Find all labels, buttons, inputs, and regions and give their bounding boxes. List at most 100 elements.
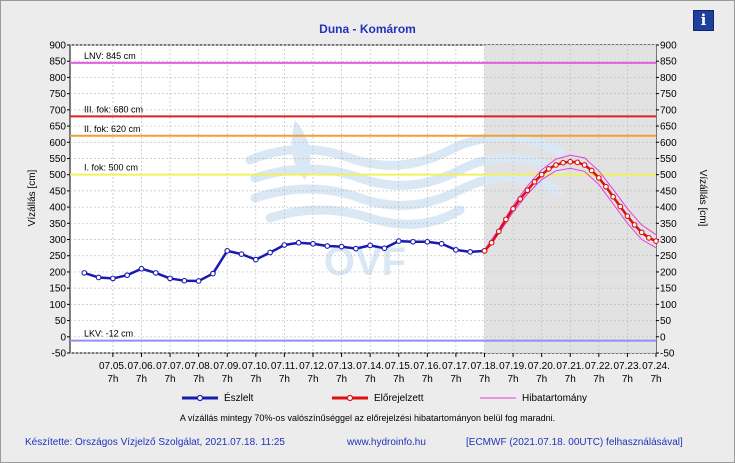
observed-point-14	[281, 242, 288, 248]
y-tick-right-350: 350	[660, 219, 677, 230]
forecast-point-16	[595, 175, 602, 181]
probability-note: A vízállás mintegy 70%-os valószínűségge…	[179, 413, 556, 423]
y-tick-left-450: 450	[49, 186, 66, 197]
x-tick-hour-16: 7h	[565, 374, 576, 385]
x-tick-hour-12: 7h	[450, 374, 461, 385]
uncertainty-band	[484, 154, 657, 253]
observed-point-24	[424, 238, 431, 245]
forecast-point-15	[588, 167, 595, 174]
y-axis-right: -50 0 50 100 150 200 250 300 350 400 450 500 550 600 6…	[656, 41, 677, 360]
x-tick-hour-9: 7h	[365, 374, 376, 385]
forecast-point-5	[517, 196, 524, 202]
x-tick-date-15: 07.20.	[528, 361, 556, 372]
legend-swatch-forecast	[332, 394, 368, 402]
y-tick-right-150: 150	[660, 284, 677, 295]
x-tick-hour-13: 7h	[479, 374, 490, 385]
forecast-point-21	[631, 222, 638, 228]
observed-point-16	[310, 240, 316, 247]
x-tick-date-0: 07.05.	[99, 361, 127, 372]
x-tick-date-6: 07.11.	[271, 361, 298, 372]
forecast-point-3	[503, 216, 509, 223]
forecast-point-2	[495, 228, 502, 235]
ref-label-3: I. fok: 500 cm	[84, 163, 138, 173]
y-tick-left-200: 200	[49, 267, 66, 278]
x-tick-hour-19: 7h	[650, 374, 661, 385]
ref-label-1: III. fok: 680 cm	[84, 104, 143, 114]
x-tick-hour-10: 7h	[393, 374, 404, 385]
observed-point-8	[195, 278, 202, 284]
x-axis: 07.05. 7h 07.06. 7h 07.07. 7h 07.08. 7h 07.09. 7h…	[99, 353, 670, 385]
footer-site-link[interactable]: www.hydroinfo.hu	[347, 437, 426, 448]
observed-point-26	[453, 247, 459, 253]
x-tick-hour-18: 7h	[622, 374, 633, 385]
x-tick-date-7: 07.12.	[299, 361, 327, 372]
observed-point-21	[381, 245, 388, 252]
observed-point-22	[395, 238, 402, 244]
series-observed	[81, 238, 488, 284]
legend-swatch-range	[480, 397, 516, 399]
observed-point-5	[152, 270, 159, 276]
observed-point-12	[252, 256, 259, 263]
y-tick-left-400: 400	[49, 203, 66, 214]
y-tick-right-750: 750	[660, 89, 677, 100]
y-tick-left-100: 100	[49, 300, 66, 311]
forecast-point-17	[603, 183, 609, 190]
y-tick-left-900: 900	[49, 41, 66, 52]
x-tick-date-13: 07.18.	[471, 361, 499, 372]
y-tick-left-300: 300	[49, 235, 66, 246]
watermark-wave-3	[250, 173, 565, 210]
y-tick-right-650: 650	[660, 122, 677, 133]
y-tick-right-250: 250	[660, 251, 677, 262]
y-tick-left-850: 850	[49, 57, 66, 68]
x-tick-date-5: 07.10.	[242, 361, 270, 372]
x-tick-hour-2: 7h	[164, 374, 175, 385]
y-tick-right-900: 900	[660, 41, 677, 52]
observed-point-13	[267, 249, 273, 256]
forecast-point-19	[617, 203, 624, 210]
y-tick-left-50: 50	[55, 316, 67, 327]
x-tick-date-2: 07.07.	[156, 361, 184, 372]
y-tick-right-800: 800	[660, 73, 677, 84]
observed-point-19	[353, 245, 359, 252]
forecast-point-11	[560, 159, 566, 166]
y-tick-left-150: 150	[49, 284, 66, 295]
observed-point-27	[467, 248, 474, 255]
y-tick-right-850: 850	[660, 57, 677, 68]
forecast-point-0	[481, 248, 488, 254]
y-tick-right-100: 100	[660, 300, 677, 311]
ref-label-2: II. fok: 620 cm	[84, 124, 141, 134]
observed-point-23	[410, 238, 416, 245]
x-tick-hour-4: 7h	[222, 374, 233, 385]
forecast-point-22	[638, 229, 645, 236]
observed-point-20	[367, 242, 373, 249]
x-tick-date-16: 07.21.	[556, 361, 584, 372]
y-tick-left--50: -50	[52, 349, 67, 360]
observed-point-6	[167, 275, 173, 282]
y-axis-left: -50 0 50 100 150 200 250 300 350 400 450 500 550 600 6…	[49, 41, 70, 360]
observed-point-10	[224, 248, 231, 254]
forecast-point-24	[653, 238, 659, 244]
x-tick-hour-3: 7h	[193, 374, 204, 385]
forecast-point-18	[610, 193, 616, 200]
y-tick-right-0: 0	[660, 332, 666, 343]
x-tick-hour-15: 7h	[536, 374, 547, 385]
y-tick-left-350: 350	[49, 219, 66, 230]
ref-label-4: LKV: -12 cm	[84, 329, 133, 339]
x-tick-date-8: 07.13.	[328, 361, 356, 372]
reference-lines: LNV: 845 cm III. fok: 680 cm II. fok: 620 …	[70, 51, 656, 342]
chart-title: Duna - Komárom	[319, 22, 416, 36]
observed-point-4	[138, 265, 145, 272]
x-tick-hour-7: 7h	[307, 374, 318, 385]
legend-label-range: Hibatartomány	[522, 393, 588, 404]
x-tick-date-9: 07.14.	[356, 361, 384, 372]
y-tick-left-750: 750	[49, 89, 66, 100]
info-icon[interactable]: i	[693, 10, 714, 31]
observed-point-9	[210, 270, 216, 277]
x-tick-date-11: 07.16.	[413, 361, 441, 372]
forecast-point-10	[553, 162, 559, 168]
forecast-point-23	[646, 235, 652, 241]
forecast-point-7	[531, 178, 538, 185]
series-forecast	[481, 158, 659, 254]
forecast-point-12	[567, 158, 574, 165]
